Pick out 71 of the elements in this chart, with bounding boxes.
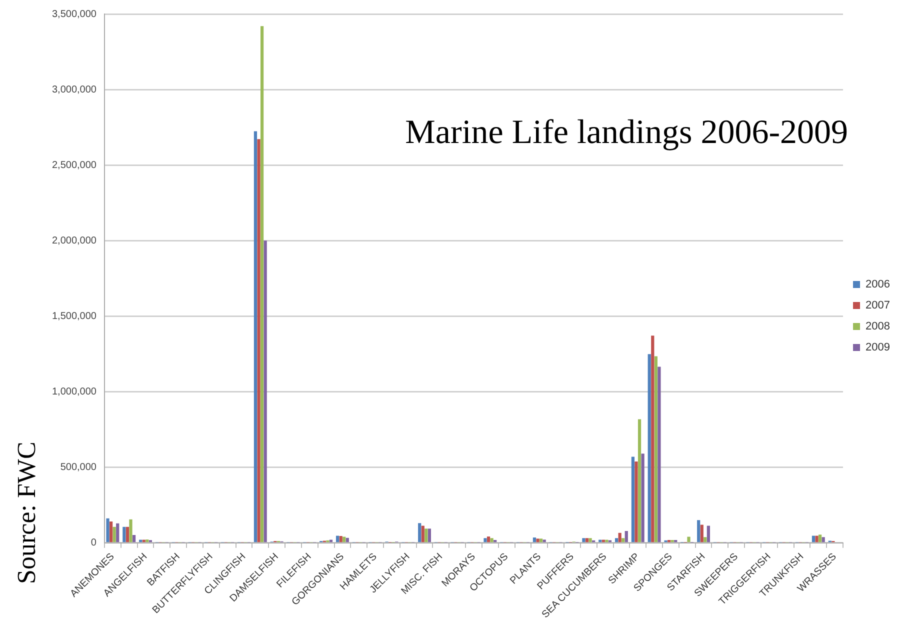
- bar: [648, 354, 651, 542]
- bar: [700, 524, 704, 542]
- bar: [687, 536, 690, 542]
- bar: [622, 538, 625, 542]
- legend-label: 2008: [866, 320, 890, 333]
- y-tick-label: 500,000: [60, 462, 97, 474]
- bar: [342, 536, 346, 542]
- bar: [539, 538, 543, 542]
- bar: [421, 526, 424, 542]
- bar: [651, 336, 654, 542]
- bar: [654, 356, 658, 542]
- bar: [112, 526, 116, 542]
- bar: [674, 540, 678, 542]
- bar: [818, 534, 822, 542]
- bar: [122, 526, 126, 542]
- bar: [582, 538, 586, 542]
- bar: [704, 537, 707, 542]
- y-tick-label: 1,500,000: [52, 310, 97, 322]
- bar: [339, 536, 342, 542]
- bar: [336, 536, 340, 542]
- bar: [536, 538, 540, 542]
- bar: [257, 139, 260, 542]
- bar: [631, 456, 635, 542]
- text: Marine Life landings 2006-2009: [405, 114, 848, 151]
- y-tick-label: 0: [90, 538, 97, 549]
- bar: [815, 536, 818, 542]
- bar: [260, 26, 264, 542]
- source-note: Source: FWC: [12, 442, 41, 584]
- bar: [638, 419, 642, 542]
- bar: [822, 537, 825, 542]
- legend-label: 2009: [866, 342, 890, 354]
- bar: [418, 523, 422, 542]
- bar: [670, 540, 674, 542]
- bar: [532, 538, 536, 542]
- bar: [658, 366, 661, 542]
- bar: [486, 536, 490, 542]
- bar: [484, 538, 487, 542]
- bar: [588, 538, 592, 542]
- bar: [812, 536, 816, 542]
- bar: [146, 540, 149, 542]
- y-tick-label: 3,500,000: [52, 8, 97, 20]
- bar: [490, 538, 494, 542]
- y-tick-label: 3,000,000: [52, 84, 97, 96]
- bar: [132, 534, 136, 542]
- bar: [129, 519, 132, 542]
- bar: [585, 538, 589, 542]
- bar: [697, 520, 700, 542]
- bar: [346, 538, 349, 542]
- bar: [634, 462, 638, 542]
- bar: [106, 518, 110, 542]
- bar: [624, 531, 628, 542]
- bar: [542, 540, 546, 542]
- bar: [605, 540, 608, 542]
- legend-label: 2006: [866, 278, 890, 291]
- bar: [641, 454, 644, 542]
- bar: [618, 532, 622, 542]
- bar: [254, 131, 258, 542]
- bar: [264, 240, 267, 542]
- bar: [614, 538, 618, 542]
- y-tick-label: 2,500,000: [52, 160, 97, 171]
- bar: [668, 540, 671, 542]
- bar: [116, 523, 120, 542]
- bar: [494, 540, 497, 542]
- y-tick-label: 1,000,000: [52, 386, 97, 398]
- bar: [706, 526, 710, 542]
- bar: [424, 528, 428, 542]
- y-tick-label: 2,000,000: [52, 235, 97, 246]
- legend-label: 2007: [866, 300, 890, 312]
- bar: [126, 526, 130, 542]
- bar: [428, 528, 432, 542]
- bar: [109, 522, 113, 542]
